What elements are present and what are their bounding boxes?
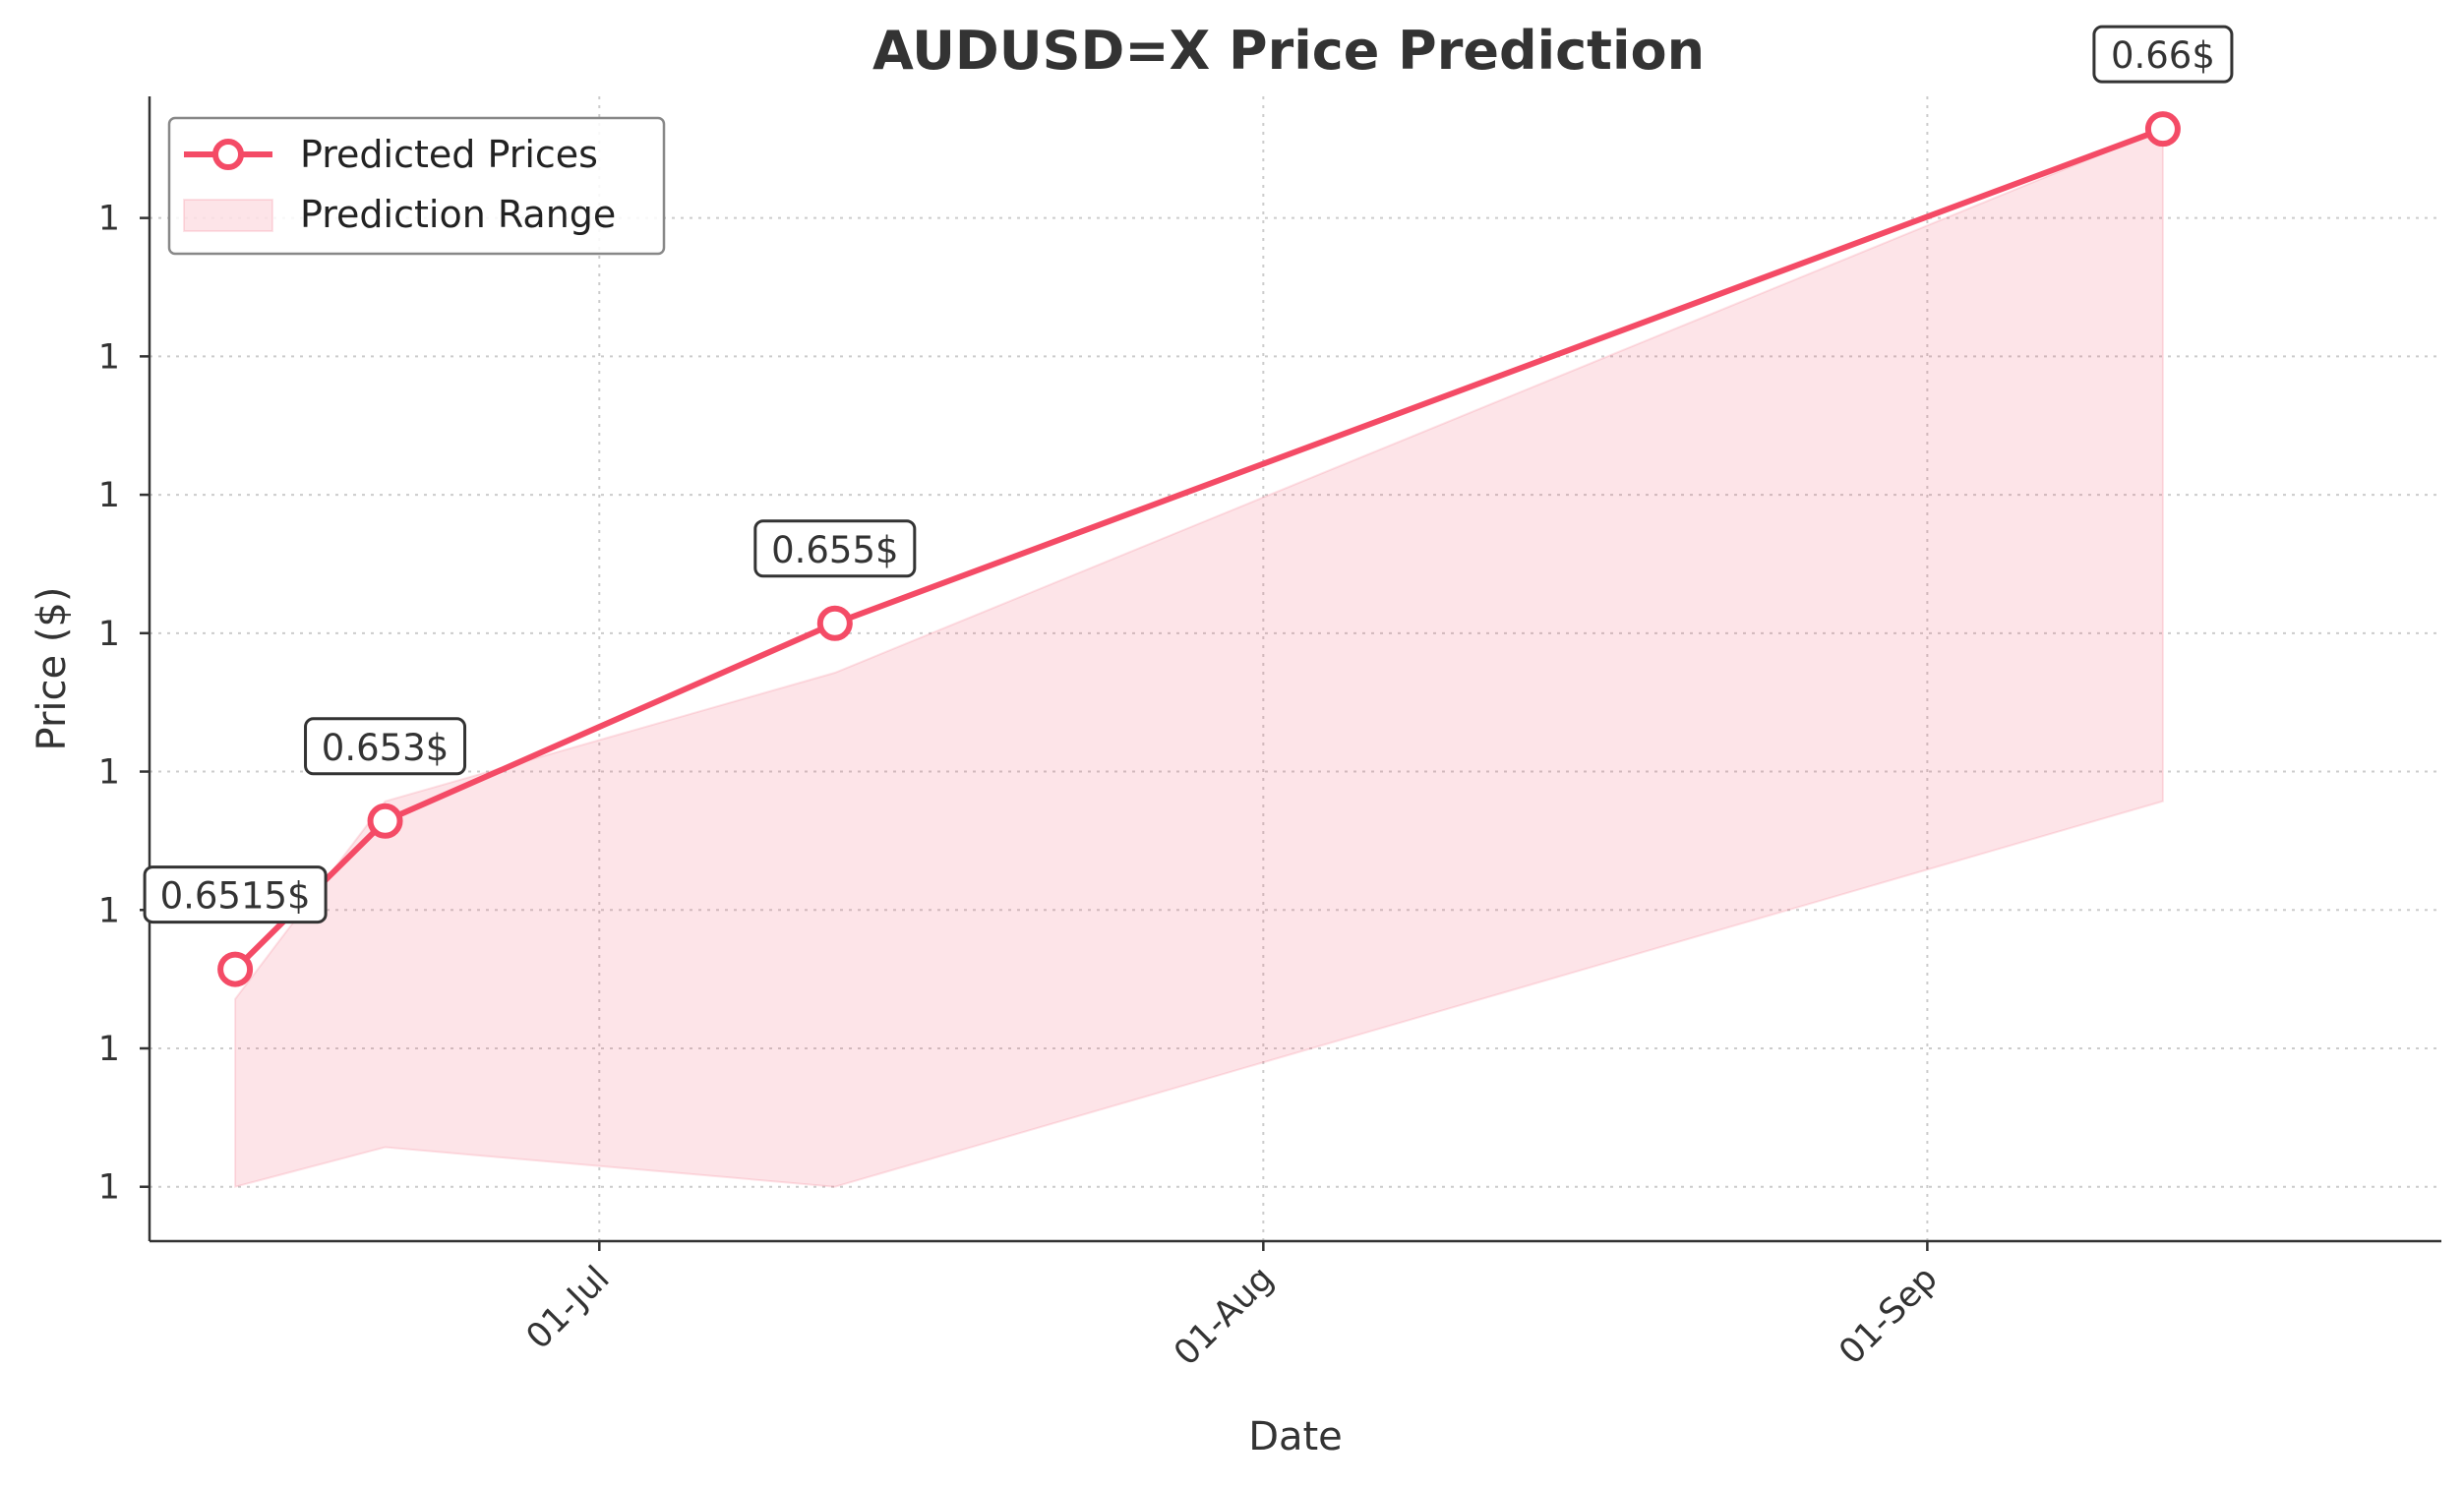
y-tick-label: 1: [98, 337, 120, 377]
price-label-text: 0.6515$: [160, 875, 311, 918]
price-label-text: 0.66$: [2111, 34, 2215, 77]
x-tick-label: 01-Jul: [519, 1259, 618, 1357]
prediction-range-layer: [234, 127, 2164, 1189]
price-label-box: [304, 717, 467, 776]
y-tick-label: 1: [98, 753, 120, 793]
legend: Predicted Prices Prediction Range: [167, 116, 666, 256]
price-label: 0.653$: [304, 717, 467, 776]
price-label-box: [143, 865, 328, 924]
y-tick-label: 1: [98, 891, 120, 930]
prediction-range-band: [234, 127, 2164, 1189]
y-tick-label: 1: [98, 615, 120, 654]
price-label-text: 0.653$: [322, 727, 449, 769]
price-label-box: [2092, 25, 2234, 84]
y-tick-label: 1: [98, 1168, 120, 1208]
data-labels: 0.6515$ 0.653$ 0.655$ 0.66$: [143, 25, 2234, 924]
legend-range-swatch: [183, 199, 273, 232]
predicted-price-point: [816, 605, 853, 641]
predicted-price-point: [217, 951, 254, 987]
legend-label-range: Prediction Range: [300, 193, 616, 236]
x-tick-label: 01-Sep: [1832, 1259, 1945, 1372]
y-axis-label: Price ($): [30, 587, 75, 751]
axes: [148, 96, 2441, 1243]
legend-frame: [167, 116, 666, 256]
legend-label-predicted: Predicted Prices: [300, 133, 598, 176]
predicted-price-point: [367, 803, 403, 839]
price-label-text: 0.655$: [771, 529, 898, 571]
price-label: 0.655$: [753, 519, 917, 578]
y-tick-label: 1: [98, 200, 120, 239]
predicted-price-point: [2144, 111, 2181, 148]
x-tick-label: 01-Aug: [1167, 1259, 1281, 1373]
chart-title: AUDUSD=X Price Prediction: [872, 20, 1705, 82]
y-tick-label: 1: [98, 1030, 120, 1069]
y-tick-label: 1: [98, 476, 120, 515]
x-axis-label: Date: [1248, 1414, 1343, 1459]
price-label: 0.6515$: [143, 865, 328, 924]
price-label: 0.66$: [2092, 25, 2234, 84]
price-label-box: [753, 519, 917, 578]
legend-marker-swatch: [212, 139, 244, 170]
